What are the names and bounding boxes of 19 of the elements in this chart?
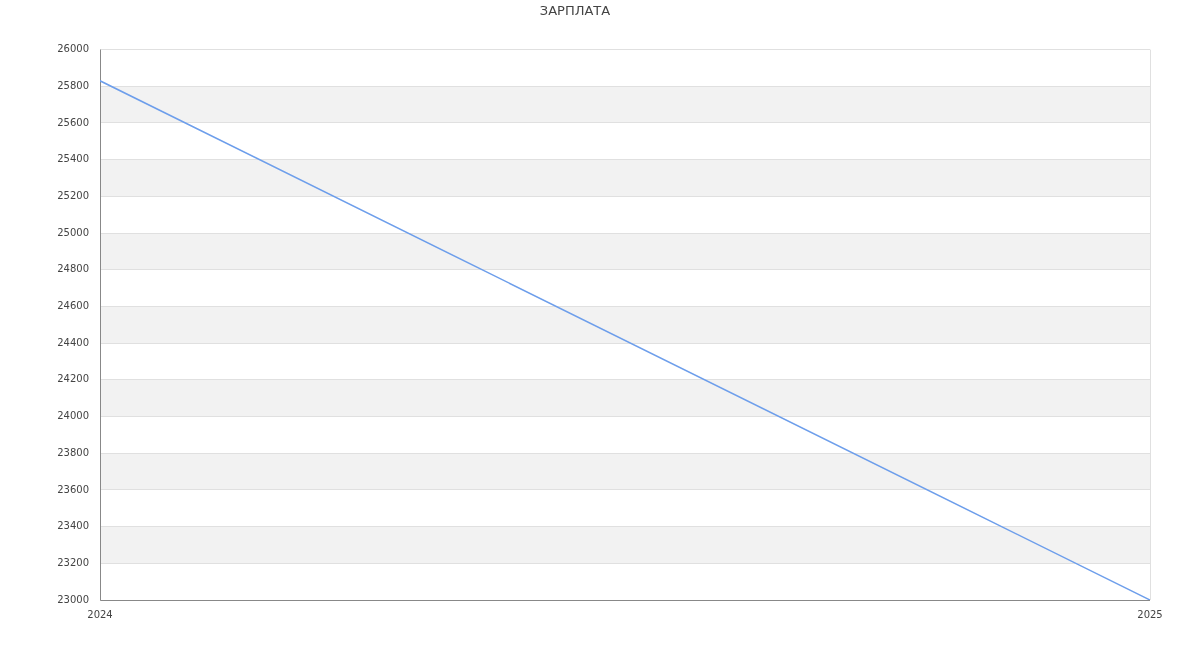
y-tick-label: 25000 bbox=[57, 226, 89, 238]
x-tick-label: 2025 bbox=[1137, 608, 1163, 620]
y-tick-label: 24400 bbox=[57, 336, 89, 348]
y-tick-label: 24800 bbox=[57, 263, 89, 275]
y-tick-label: 23000 bbox=[57, 593, 89, 605]
y-tick-label: 26000 bbox=[57, 43, 89, 55]
y-tick-label: 24600 bbox=[57, 300, 89, 312]
x-tick-label: 2024 bbox=[87, 608, 113, 620]
y-tick-label: 23400 bbox=[57, 520, 89, 532]
y-tick-label: 24000 bbox=[57, 410, 89, 422]
y-tick-label: 23200 bbox=[57, 556, 89, 568]
y-tick-label: 24200 bbox=[57, 373, 89, 385]
chart-title: ЗАРПЛАТА bbox=[539, 3, 611, 19]
y-tick-label: 23600 bbox=[57, 483, 89, 495]
y-tick-label: 25600 bbox=[57, 116, 89, 128]
y-tick-label: 25400 bbox=[57, 153, 89, 165]
y-tick-label: 23800 bbox=[57, 446, 89, 458]
y-tick-label: 25200 bbox=[57, 189, 89, 201]
y-tick-label: 25800 bbox=[57, 79, 89, 91]
